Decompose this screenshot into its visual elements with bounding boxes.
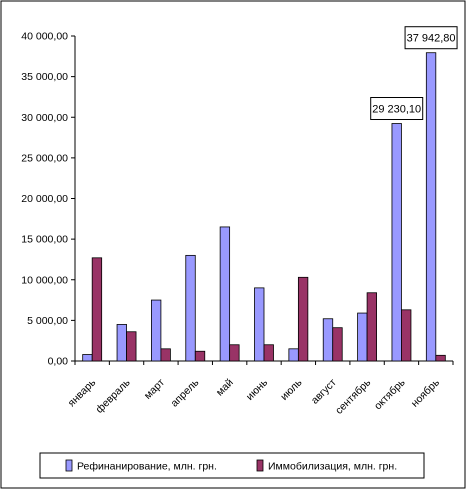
data-labels: 29 230,10 37 942,80 xyxy=(370,26,458,121)
bar-series-2 xyxy=(194,350,206,362)
legend-label-refinancing: Рефинанирование, млн. грн. xyxy=(77,461,217,473)
y-tick-label: 0,00 xyxy=(48,356,69,368)
y-axis: 0,00 5 000,00 10 000,00 15 000,00 20 000,00 2… xyxy=(21,31,76,368)
y-tick-label: 20 000,00 xyxy=(21,193,68,205)
bar-series-2 xyxy=(401,309,412,362)
bar-series-1 xyxy=(82,354,93,362)
bar-series-2 xyxy=(366,292,377,362)
bar-series-1 xyxy=(391,123,402,362)
legend: Рефинанирование, млн. грн. Иммобилизация… xyxy=(39,452,425,479)
bar-series-1 xyxy=(357,312,368,362)
bar-series-2 xyxy=(126,331,137,362)
bar-series-1 xyxy=(116,324,127,362)
bar-series-1 xyxy=(288,348,299,362)
data-label-box xyxy=(404,26,458,50)
legend-swatch-immobilization xyxy=(256,459,264,472)
bar-series-2 xyxy=(160,348,171,362)
bar-series-2 xyxy=(297,276,309,362)
bar-series-2 xyxy=(435,354,446,362)
y-tick-label: 10 000,00 xyxy=(21,274,68,286)
y-tick-label: 25 000,00 xyxy=(21,152,68,164)
y-tick-label: 15 000,00 xyxy=(21,234,68,246)
bar-series-1 xyxy=(254,287,265,362)
bar-series-1 xyxy=(185,254,196,362)
data-label: 29 230,10 xyxy=(372,104,421,116)
bars xyxy=(82,52,446,362)
bar-series-1 xyxy=(425,52,437,362)
y-tick-label: 5 000,00 xyxy=(27,315,68,327)
legend-label-immobilization: Иммобилизация, млн. грн. xyxy=(268,461,397,473)
bar-series-1 xyxy=(322,318,334,362)
bar-series-2 xyxy=(263,344,274,362)
legend-swatch-refinancing xyxy=(65,459,73,472)
y-tick-label: 40 000,00 xyxy=(21,31,68,43)
bar-series-2 xyxy=(332,327,343,362)
bar-series-2 xyxy=(91,257,103,362)
bar-series-2 xyxy=(229,344,240,362)
data-label-box xyxy=(370,97,424,121)
legend-box xyxy=(39,452,425,479)
data-label: 37 942,80 xyxy=(407,33,456,45)
y-tick-label: 35 000,00 xyxy=(21,71,68,83)
y-tick-label: 30 000,00 xyxy=(21,112,68,124)
bar-series-1 xyxy=(151,299,162,362)
bar-series-1 xyxy=(219,226,231,362)
